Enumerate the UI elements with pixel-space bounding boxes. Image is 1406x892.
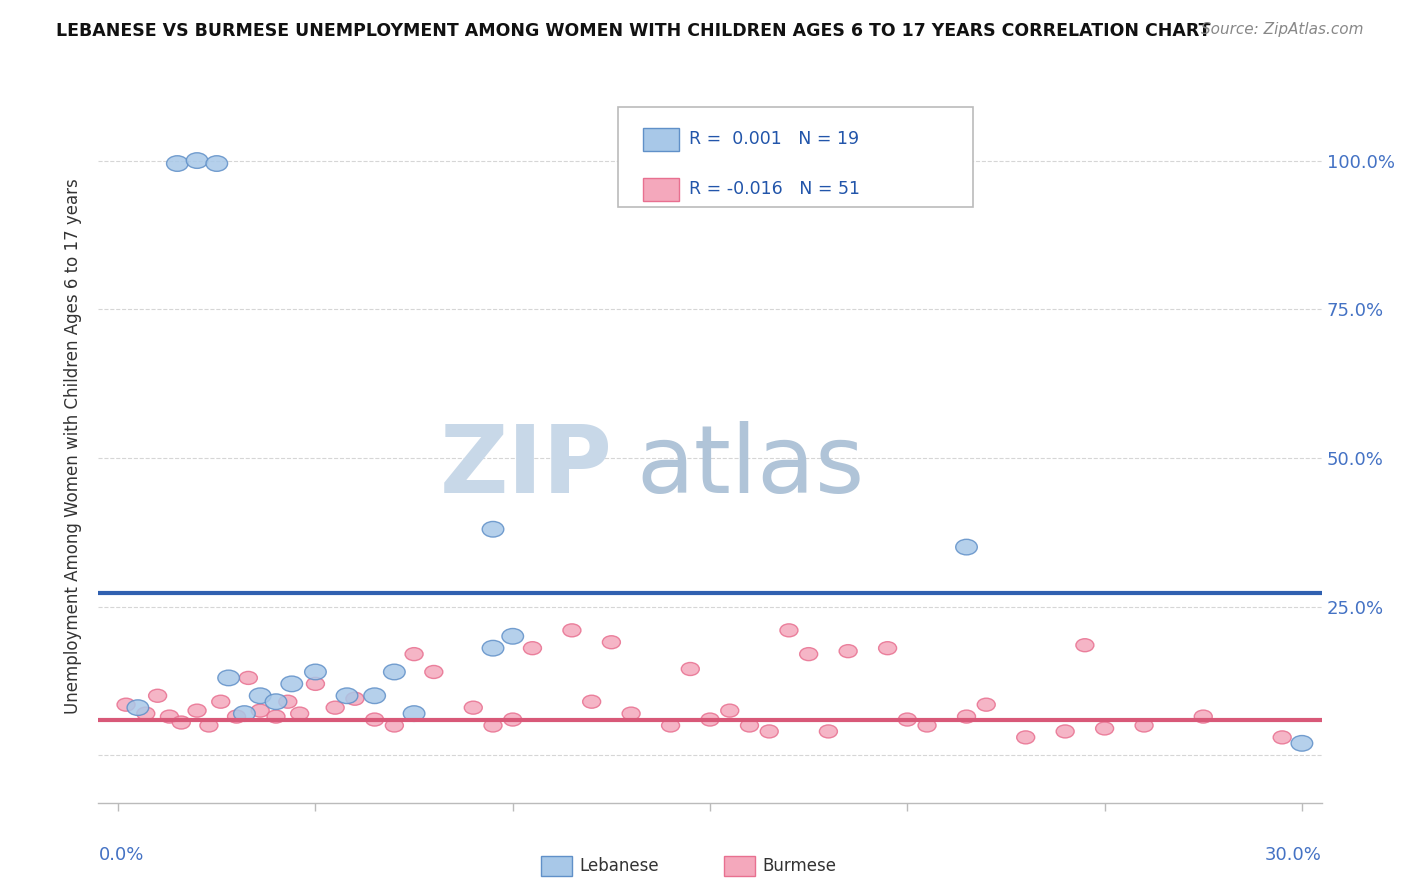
Ellipse shape [200, 719, 218, 732]
Ellipse shape [1056, 725, 1074, 738]
Ellipse shape [879, 641, 897, 655]
Ellipse shape [702, 713, 718, 726]
Ellipse shape [117, 698, 135, 711]
Ellipse shape [820, 725, 838, 738]
Ellipse shape [239, 672, 257, 684]
Ellipse shape [173, 716, 190, 729]
Text: Source: ZipAtlas.com: Source: ZipAtlas.com [1201, 22, 1364, 37]
Ellipse shape [425, 665, 443, 679]
FancyBboxPatch shape [643, 128, 679, 151]
Ellipse shape [1017, 731, 1035, 744]
Ellipse shape [149, 690, 166, 702]
Ellipse shape [484, 719, 502, 732]
Ellipse shape [326, 701, 344, 714]
Ellipse shape [281, 676, 302, 691]
Ellipse shape [977, 698, 995, 711]
Ellipse shape [127, 700, 149, 715]
Ellipse shape [1076, 639, 1094, 652]
Ellipse shape [291, 707, 309, 720]
Text: R = -0.016   N = 51: R = -0.016 N = 51 [689, 180, 860, 198]
Ellipse shape [482, 522, 503, 537]
Text: Burmese: Burmese [762, 857, 837, 875]
Ellipse shape [218, 670, 239, 686]
Ellipse shape [228, 710, 246, 723]
Ellipse shape [503, 713, 522, 726]
Ellipse shape [212, 695, 229, 708]
Ellipse shape [956, 540, 977, 555]
Ellipse shape [957, 710, 976, 723]
Ellipse shape [1291, 736, 1313, 751]
Ellipse shape [1095, 722, 1114, 735]
Ellipse shape [582, 695, 600, 708]
Ellipse shape [523, 641, 541, 655]
Ellipse shape [1135, 719, 1153, 732]
Ellipse shape [305, 665, 326, 680]
Text: 0.0%: 0.0% [98, 846, 143, 863]
Text: ZIP: ZIP [439, 421, 612, 514]
Ellipse shape [464, 701, 482, 714]
Ellipse shape [307, 677, 325, 690]
Ellipse shape [780, 624, 799, 637]
Ellipse shape [482, 640, 503, 656]
Ellipse shape [839, 645, 858, 657]
Ellipse shape [562, 624, 581, 637]
Text: Lebanese: Lebanese [579, 857, 659, 875]
Ellipse shape [136, 707, 155, 720]
Ellipse shape [166, 156, 188, 171]
Ellipse shape [721, 704, 738, 717]
Ellipse shape [385, 719, 404, 732]
Ellipse shape [267, 710, 285, 723]
Ellipse shape [252, 704, 269, 717]
Ellipse shape [188, 704, 207, 717]
Ellipse shape [682, 663, 699, 675]
FancyBboxPatch shape [643, 178, 679, 201]
Text: atlas: atlas [637, 421, 865, 514]
Ellipse shape [233, 706, 256, 722]
Ellipse shape [800, 648, 818, 661]
Text: LEBANESE VS BURMESE UNEMPLOYMENT AMONG WOMEN WITH CHILDREN AGES 6 TO 17 YEARS CO: LEBANESE VS BURMESE UNEMPLOYMENT AMONG W… [56, 22, 1211, 40]
Ellipse shape [602, 636, 620, 648]
Ellipse shape [384, 665, 405, 680]
Ellipse shape [366, 713, 384, 726]
Ellipse shape [266, 694, 287, 709]
Ellipse shape [898, 713, 917, 726]
Ellipse shape [364, 688, 385, 704]
FancyBboxPatch shape [619, 107, 973, 207]
Ellipse shape [918, 719, 936, 732]
Ellipse shape [621, 707, 640, 720]
Ellipse shape [662, 719, 679, 732]
Ellipse shape [207, 156, 228, 171]
Ellipse shape [249, 688, 271, 704]
Y-axis label: Unemployment Among Women with Children Ages 6 to 17 years: Unemployment Among Women with Children A… [65, 178, 83, 714]
Text: R =  0.001   N = 19: R = 0.001 N = 19 [689, 130, 859, 148]
Ellipse shape [741, 719, 758, 732]
Ellipse shape [1194, 710, 1212, 723]
Text: 30.0%: 30.0% [1265, 846, 1322, 863]
Ellipse shape [346, 692, 364, 706]
Ellipse shape [405, 648, 423, 661]
Ellipse shape [186, 153, 208, 169]
Ellipse shape [404, 706, 425, 722]
Ellipse shape [1274, 731, 1291, 744]
Ellipse shape [502, 629, 523, 644]
Ellipse shape [761, 725, 778, 738]
Ellipse shape [278, 695, 297, 708]
Ellipse shape [336, 688, 357, 704]
Ellipse shape [160, 710, 179, 723]
